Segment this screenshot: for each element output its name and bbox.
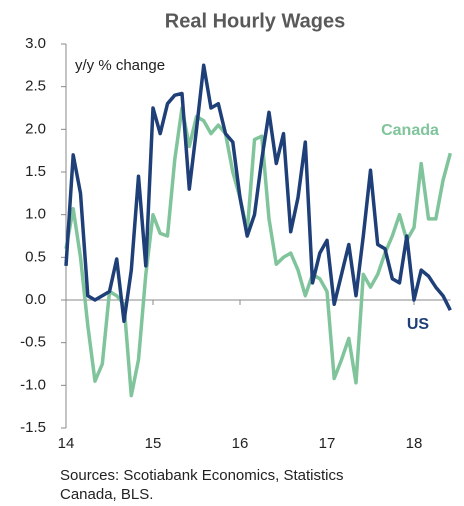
y-tick-label: 0.5 bbox=[25, 248, 46, 265]
x-tick-label: 15 bbox=[145, 435, 162, 452]
y-tick-label: 0.0 bbox=[25, 291, 46, 308]
x-tick-label: 14 bbox=[58, 435, 75, 452]
series-line bbox=[64, 63, 452, 324]
x-tick-label: 18 bbox=[406, 435, 423, 452]
y-tick-label: 1.0 bbox=[25, 206, 46, 223]
y-tick-label: 2.5 bbox=[25, 78, 46, 95]
y-tick-label: -0.5 bbox=[20, 334, 46, 351]
source-line: Sources: Scotiabank Economics, Statistic… bbox=[60, 467, 343, 484]
series-line bbox=[64, 106, 452, 398]
x-tick-label: 17 bbox=[319, 435, 336, 452]
y-tick-label: 2.0 bbox=[25, 120, 46, 137]
series-label: US bbox=[407, 316, 430, 333]
y-tick-label: 1.5 bbox=[25, 163, 46, 180]
series-label: Canada bbox=[381, 122, 439, 139]
chart-title: Real Hourly Wages bbox=[165, 10, 345, 32]
y-tick-label: 3.0 bbox=[25, 35, 46, 52]
y-tick-label: -1.5 bbox=[20, 419, 46, 436]
x-tick-label: 16 bbox=[232, 435, 249, 452]
annotation: y/y % change bbox=[75, 57, 165, 74]
source-line: Canada, BLS. bbox=[60, 486, 153, 503]
y-tick-label: -1.0 bbox=[20, 376, 46, 393]
